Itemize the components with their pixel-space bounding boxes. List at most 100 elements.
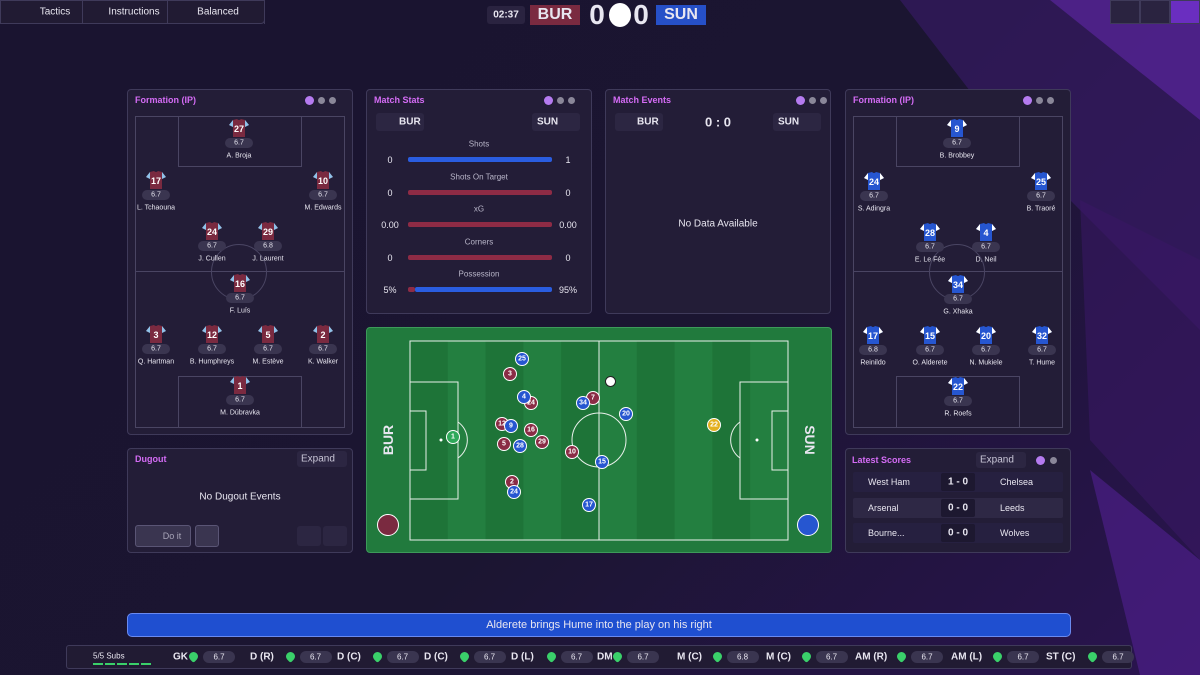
team-badge	[797, 514, 819, 536]
stat-away: 95%	[558, 285, 578, 295]
more-button[interactable]	[1140, 0, 1170, 24]
player-rating: 6.7	[235, 294, 245, 302]
box	[896, 376, 1020, 428]
player-dot	[524, 423, 538, 437]
result: 0 - 0	[947, 502, 969, 513]
toolbar	[0, 0, 265, 24]
menu-dot	[1047, 97, 1054, 104]
rating-pill	[560, 651, 593, 663]
league-logo	[609, 3, 631, 27]
player-name: D. Neil	[975, 256, 997, 264]
position-label: D (R)	[250, 651, 274, 663]
toolbar-button[interactable]	[168, 0, 265, 24]
position-rating: 6.7	[1112, 652, 1124, 662]
menu-dot	[820, 97, 827, 104]
shirt	[947, 119, 967, 137]
player-dot-number: 24	[510, 488, 518, 496]
stat-home: 5%	[383, 285, 397, 295]
position-label: GK	[173, 651, 188, 663]
shirt-number: 29	[262, 227, 274, 237]
player-name: N. Mukiele	[969, 359, 1003, 367]
player-name: Reinildo	[860, 359, 886, 367]
pitch-team: SUN	[802, 425, 818, 455]
player-rating: 6.7	[234, 139, 244, 147]
position-label: AM (L)	[951, 651, 983, 663]
stat-home: 0	[387, 252, 393, 263]
position-label: ST (C)	[1046, 651, 1076, 663]
stat-label: xG	[473, 204, 485, 214]
rating-pill	[916, 345, 944, 355]
stat-bar-home	[408, 254, 552, 260]
box	[178, 376, 302, 428]
team-name: BUR	[399, 116, 421, 128]
player-name: T. Hume	[1028, 359, 1056, 367]
sub-indicator	[117, 663, 127, 665]
shirt-number: 24	[206, 227, 218, 237]
player-dot-number: 4	[522, 393, 526, 401]
shirt-number: 20	[980, 331, 992, 341]
pitch-team: BUR	[380, 424, 396, 456]
player-rating: 6.7	[953, 295, 963, 303]
position-rating: 6.7	[637, 652, 649, 662]
toolbar-button-label: Instructions	[108, 6, 160, 18]
menu-dot[interactable]	[544, 96, 553, 105]
shirt-number: 5	[265, 330, 271, 340]
player-rating: 6.7	[952, 139, 962, 147]
position-label: M (C)	[766, 651, 791, 663]
stat-away: 0	[565, 252, 571, 263]
panel-title: Match Events	[613, 95, 672, 105]
action-button[interactable]	[135, 525, 191, 547]
stat-label: Corners	[464, 237, 494, 246]
rating-pill	[198, 241, 226, 251]
stat-home: 0	[387, 187, 393, 198]
shirt	[920, 223, 940, 241]
position-rating: 6.7	[309, 652, 322, 662]
stat-bar-home	[408, 222, 552, 227]
expand-button[interactable]	[297, 451, 347, 467]
toolbar-button-label: Balanced	[197, 6, 239, 18]
player-rating: 6.7	[925, 243, 935, 251]
event-score: 0 : 0	[704, 114, 732, 130]
menu-dot[interactable]	[1023, 96, 1032, 105]
expand-button[interactable]	[976, 452, 1026, 468]
settings-button[interactable]	[1110, 0, 1140, 24]
rating-pill	[860, 191, 888, 201]
player-rating: 6.7	[151, 191, 161, 199]
player-rating: 6.7	[1037, 346, 1047, 354]
rating-pill	[226, 395, 254, 405]
shirt-number: 25	[1035, 177, 1047, 187]
player-dot	[595, 455, 609, 469]
cancel-button[interactable]	[195, 525, 219, 547]
position-label: DM	[597, 651, 613, 663]
player-dot-number: 24	[527, 399, 535, 407]
menu-dot[interactable]	[305, 96, 314, 105]
panel-title: Match Stats	[374, 95, 425, 105]
shirt-number: 9	[954, 124, 960, 134]
home-score: 0	[589, 0, 605, 30]
next-button[interactable]	[323, 526, 347, 546]
shirt	[229, 119, 249, 137]
menu-dot[interactable]	[1036, 456, 1045, 465]
player-dot-number: 9	[509, 422, 513, 430]
player-dot	[504, 419, 518, 433]
toolbar-button[interactable]	[83, 0, 168, 24]
rating-pill	[972, 242, 1000, 252]
stat-label: Possession	[458, 269, 500, 279]
player-name: J. Laurent	[252, 255, 284, 263]
shirt-number: 4	[983, 228, 989, 238]
shirt	[258, 222, 278, 240]
toolbar-button[interactable]	[0, 0, 83, 24]
menu-dot	[568, 97, 575, 104]
prev-button[interactable]	[297, 526, 321, 546]
menu-dot[interactable]	[796, 96, 805, 105]
pause-button[interactable]	[1170, 0, 1200, 24]
score-box	[941, 498, 975, 517]
stat-bar-home	[408, 287, 416, 292]
shirt	[230, 274, 250, 292]
rating-pill	[726, 651, 759, 663]
player-name: S. Adingra	[857, 205, 891, 213]
rating-pill	[815, 651, 848, 663]
rating-pill	[911, 651, 943, 663]
shirt	[313, 171, 333, 189]
player-name: B. Brobbey	[939, 152, 975, 160]
